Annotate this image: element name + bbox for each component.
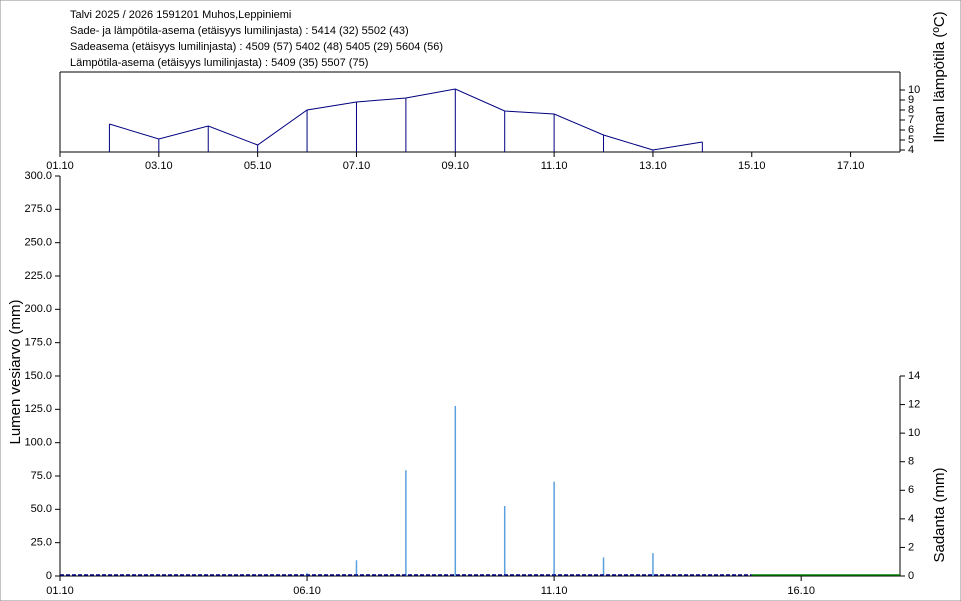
title-line: Sade- ja lämpötila-asema (etäisyys lumil…: [70, 25, 409, 37]
y-tick-label: 250.0: [24, 237, 52, 249]
y2-tick-label: 4: [908, 513, 914, 525]
x-tick-label: 07.10: [343, 160, 371, 172]
y2-axis-title: Sadanta (mm): [931, 467, 948, 562]
temperature-line: [109, 88, 703, 151]
y2-tick-label: 12: [908, 398, 920, 410]
y2-tick-label: 14: [908, 370, 920, 382]
y-tick-label: 10: [908, 84, 920, 96]
y-tick-label: 75.0: [31, 470, 52, 482]
y-tick-label: 4: [908, 144, 914, 156]
y-tick-label: 7: [908, 114, 914, 126]
y-tick-label: 25.0: [31, 537, 52, 549]
y-tick-label: 275.0: [24, 203, 52, 215]
y-tick-label: 100.0: [24, 437, 52, 449]
y-tick-label: 150.0: [24, 370, 52, 382]
y2-tick-label: 8: [908, 456, 914, 468]
x-tick-label: 13.10: [639, 160, 667, 172]
title-line: Lämpötila-asema (etäisyys lumilinjasta) …: [70, 57, 368, 69]
y-tick-label: 125.0: [24, 403, 52, 415]
y-tick-label: 5: [908, 134, 914, 146]
y-axis-title: Ilman lämpötila (ºC): [931, 11, 948, 142]
y-tick-label: 175.0: [24, 337, 52, 349]
y2-tick-label: 6: [908, 484, 914, 496]
x-tick-label: 01.10: [46, 585, 74, 597]
x-tick-label: 03.10: [145, 160, 173, 172]
y-tick-label: 9: [908, 94, 914, 106]
x-tick-label: 05.10: [244, 160, 272, 172]
x-tick-label: 01.10: [46, 160, 74, 172]
y-tick-label: 300.0: [24, 170, 52, 182]
x-tick-label: 06.10: [293, 585, 321, 597]
y-tick-label: 200.0: [24, 303, 52, 315]
y2-tick-label: 10: [908, 427, 920, 439]
x-tick-label: 11.10: [541, 585, 568, 597]
y-tick-label: 6: [908, 124, 914, 136]
y2-tick-label: 2: [908, 541, 914, 553]
x-tick-label: 09.10: [442, 160, 470, 172]
x-tick-label: 16.10: [787, 585, 815, 597]
title-line: Sadeasema (etäisyys lumilinjasta) : 4509…: [70, 41, 443, 53]
y2-tick-label: 0: [908, 570, 914, 582]
y-tick-label: 225.0: [24, 270, 52, 282]
x-tick-label: 15.10: [738, 160, 766, 172]
x-tick-label: 17.10: [837, 160, 865, 172]
y-tick-label: 0: [46, 570, 52, 582]
y-tick-label: 8: [908, 104, 914, 116]
title-line: Talvi 2025 / 2026 1591201 Muhos,Leppinie…: [70, 9, 291, 21]
x-tick-label: 11.10: [541, 160, 568, 172]
y-tick-label: 50.0: [31, 503, 52, 515]
y-axis-title: Lumen vesiarvo (mm): [7, 299, 24, 444]
